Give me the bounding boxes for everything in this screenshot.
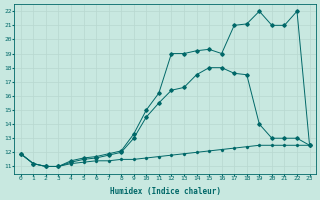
X-axis label: Humidex (Indice chaleur): Humidex (Indice chaleur) — [110, 187, 220, 196]
